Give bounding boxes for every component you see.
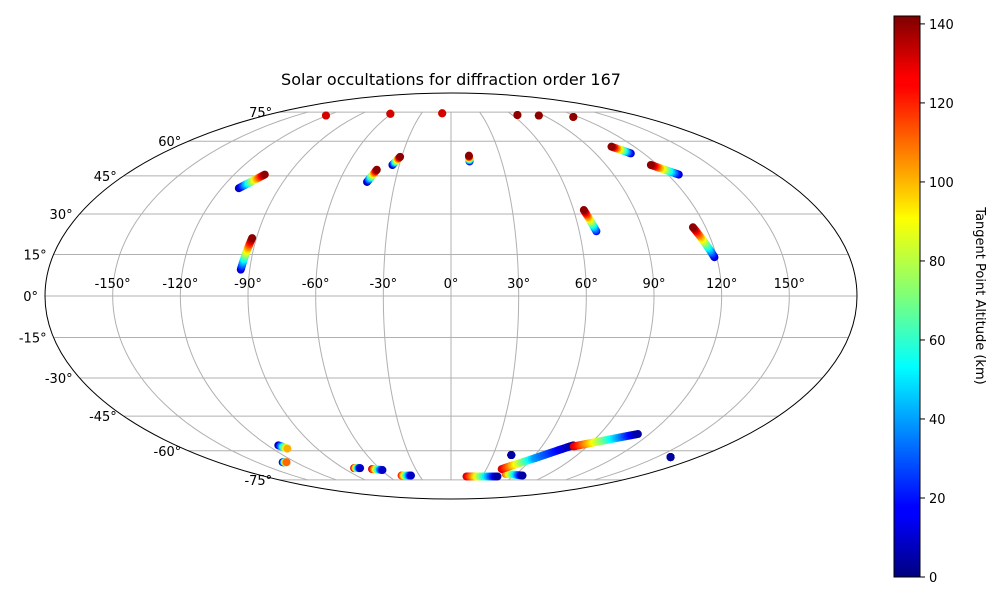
longitude-tick-label: -120° — [162, 277, 198, 292]
meridian-line — [536, 111, 655, 481]
occultation-points — [234, 109, 719, 481]
colorbar-tick-label: 20 — [929, 492, 946, 507]
data-point — [646, 161, 655, 169]
data-point — [282, 458, 291, 467]
map-outline — [44, 92, 858, 500]
data-point — [493, 472, 502, 481]
colorbar-tick-label: 80 — [929, 255, 946, 270]
data-point — [396, 152, 405, 161]
data-point — [633, 430, 642, 439]
colorbar-label: Tangent Point Altitude (km) — [972, 206, 987, 384]
latitude-tick-label: -15° — [19, 332, 47, 347]
data-point — [464, 151, 473, 160]
latitude-tick-label: 60° — [158, 135, 181, 150]
colorbar-tick-label: 120 — [929, 97, 954, 112]
meridian-line — [479, 111, 520, 481]
latitude-tick-label: 30° — [50, 208, 73, 223]
data-point — [438, 109, 447, 118]
longitude-tick-label: 90° — [642, 277, 665, 292]
longitude-tick-label: 30° — [507, 277, 530, 292]
data-point — [513, 111, 522, 120]
data-point — [507, 451, 516, 460]
colorbar-tick-label: 60 — [929, 334, 946, 349]
longitude-tick-label: -30° — [369, 277, 397, 292]
data-point — [283, 444, 292, 453]
data-point — [248, 234, 257, 243]
colorbar-tick-label: 140 — [929, 18, 954, 33]
data-point — [688, 223, 697, 232]
longitude-tick-label: 120° — [706, 277, 737, 292]
meridian-line — [382, 111, 423, 481]
meridian-line — [315, 111, 395, 481]
meridian-line — [507, 111, 587, 481]
data-point — [260, 170, 269, 179]
meridian-line — [247, 111, 366, 481]
map-boundary — [44, 92, 858, 500]
longitude-tick-label: 60° — [575, 277, 598, 292]
longitude-tick-label: -60° — [302, 277, 330, 292]
longitude-tick-label: 150° — [774, 277, 805, 292]
colorbar-ticks: 0 20 40 60 80 100 120 140 — [920, 18, 954, 586]
data-point — [518, 471, 527, 480]
data-point — [386, 109, 395, 118]
colorbar-tick-label: 40 — [929, 413, 946, 428]
data-point — [569, 112, 578, 121]
latitude-tick-label: 45° — [94, 170, 117, 185]
data-point — [356, 464, 365, 473]
latitude-tick-label: -45° — [89, 410, 117, 425]
graticule — [45, 111, 857, 481]
meridian-line — [594, 111, 790, 481]
colorbar-tick-label: 0 — [929, 571, 937, 586]
latitude-tick-labels: -75° -60° -45° -30° -15° 0° 15° 30° 45° 60° 75° — [19, 106, 272, 489]
longitude-tick-label: -150° — [95, 277, 131, 292]
data-point — [666, 453, 675, 462]
latitude-tick-label: -75° — [244, 474, 272, 489]
longitude-tick-label: -90° — [234, 277, 262, 292]
longitude-tick-labels: -150° -120° -90° -60° -30° 0° 30° 60° 90° 120° 150… — [95, 277, 805, 292]
data-point — [579, 206, 588, 215]
data-point — [372, 165, 381, 174]
data-point — [378, 466, 387, 475]
data-point — [607, 142, 616, 151]
latitude-tick-label: -30° — [45, 372, 73, 387]
latitude-tick-label: 0° — [23, 290, 38, 305]
latitude-tick-label: -60° — [154, 445, 182, 460]
colorbar-gradient — [893, 15, 921, 578]
longitude-tick-label: 0° — [444, 277, 459, 292]
colorbar: 0 20 40 60 80 100 120 140 Tangent Point Altitud… — [893, 15, 987, 586]
data-point — [407, 471, 416, 480]
data-point — [321, 111, 330, 120]
chart-title: Solar occultations for diffraction order… — [281, 70, 621, 89]
latitude-tick-label: 15° — [24, 248, 47, 263]
data-point — [534, 111, 543, 120]
meridian-line — [179, 111, 337, 481]
latitude-tick-label: 75° — [249, 106, 272, 121]
colorbar-tick-label: 100 — [929, 176, 954, 191]
meridian-line — [112, 111, 308, 481]
